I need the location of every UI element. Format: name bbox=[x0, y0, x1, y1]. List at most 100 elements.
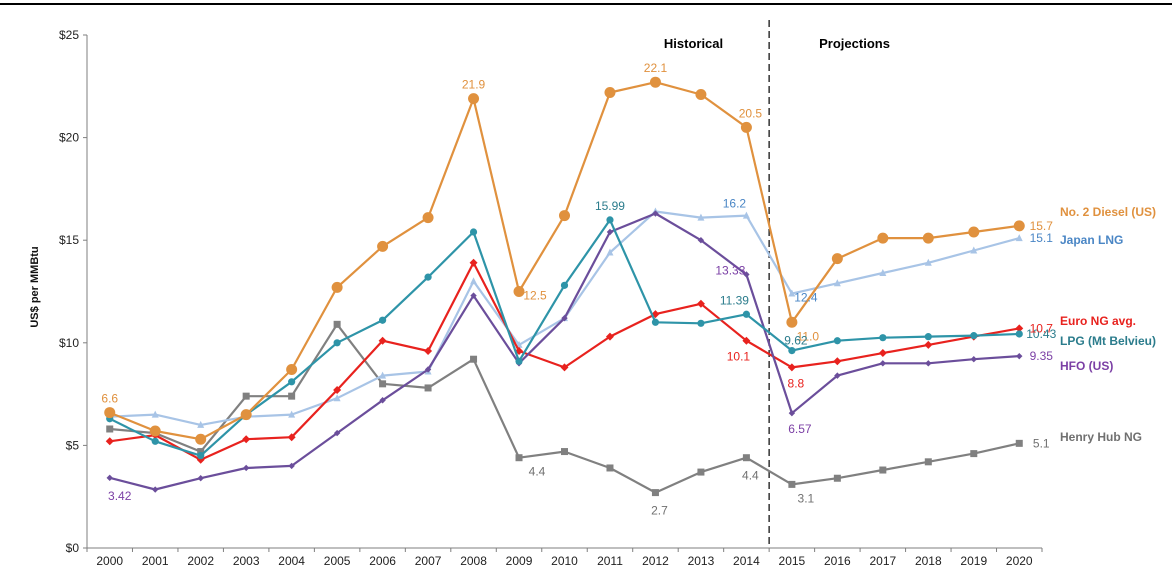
series-henry-hub-ng bbox=[106, 320, 1023, 497]
data-point bbox=[331, 281, 343, 293]
data-point bbox=[743, 271, 750, 278]
data-point bbox=[742, 336, 751, 345]
data-point bbox=[561, 448, 568, 456]
x-tick-label: 2011 bbox=[597, 554, 623, 568]
data-point bbox=[879, 360, 887, 367]
data-point bbox=[606, 248, 614, 256]
data-point bbox=[1015, 234, 1023, 242]
data-point bbox=[151, 437, 159, 445]
data-point bbox=[288, 410, 296, 418]
x-tick-label: 2002 bbox=[187, 554, 214, 568]
data-point bbox=[697, 237, 705, 244]
data-label: 2.7 bbox=[651, 504, 668, 518]
x-tick-label: 2020 bbox=[1006, 554, 1033, 568]
y-tick-label: $15 bbox=[59, 233, 79, 247]
data-point bbox=[424, 366, 432, 373]
data-point bbox=[922, 232, 934, 244]
data-point bbox=[924, 258, 932, 266]
series-euro-ng-avg bbox=[105, 258, 1024, 464]
x-tick-label: 2017 bbox=[869, 554, 896, 568]
data-point bbox=[197, 452, 205, 460]
x-tick-label: 2013 bbox=[688, 554, 715, 568]
x-tick-label: 2010 bbox=[551, 554, 578, 568]
data-point bbox=[286, 363, 298, 375]
data-point bbox=[513, 286, 525, 297]
data-label: 12.4 bbox=[794, 291, 818, 305]
series-no-2-diesel-us bbox=[104, 76, 1025, 445]
data-point bbox=[695, 89, 707, 101]
data-point bbox=[242, 464, 250, 472]
x-tick-label: 2005 bbox=[324, 554, 351, 568]
data-point bbox=[379, 397, 386, 404]
y-tick-label: $25 bbox=[59, 28, 79, 42]
data-point bbox=[333, 339, 341, 347]
data-point bbox=[242, 392, 250, 400]
data-point bbox=[1016, 352, 1023, 360]
data-point bbox=[377, 240, 389, 252]
data-point bbox=[470, 277, 478, 285]
data-point bbox=[379, 371, 387, 379]
data-point bbox=[879, 466, 887, 474]
data-point bbox=[468, 93, 480, 105]
data-label: 9.62 bbox=[784, 334, 808, 348]
data-point bbox=[195, 433, 207, 445]
x-tick-label: 2012 bbox=[642, 554, 669, 568]
data-point bbox=[469, 228, 478, 236]
x-tick-label: 2004 bbox=[278, 554, 305, 568]
top-rule bbox=[0, 3, 1172, 5]
data-point bbox=[833, 357, 842, 366]
data-point bbox=[651, 489, 659, 497]
data-point bbox=[470, 292, 477, 299]
data-label: 15.1 bbox=[1030, 231, 1054, 245]
data-point bbox=[106, 474, 113, 482]
series-hfo-us bbox=[106, 210, 1023, 493]
data-point bbox=[606, 228, 614, 236]
x-tick-label: 2016 bbox=[824, 554, 851, 568]
data-point bbox=[742, 211, 750, 219]
data-point bbox=[469, 258, 478, 267]
data-point bbox=[515, 454, 523, 462]
data-point bbox=[559, 210, 570, 222]
data-point bbox=[788, 409, 796, 417]
data-point bbox=[470, 355, 478, 363]
data-point bbox=[879, 334, 887, 342]
series-label: Euro NG avg. bbox=[1060, 314, 1136, 328]
data-point bbox=[560, 281, 569, 289]
x-tick-label: 2001 bbox=[142, 554, 169, 568]
data-label: 11.0 bbox=[797, 329, 820, 343]
y-tick-label: $5 bbox=[66, 438, 80, 452]
data-point bbox=[561, 314, 568, 322]
data-point bbox=[697, 468, 705, 476]
data-point bbox=[242, 435, 251, 444]
data-point bbox=[197, 448, 205, 456]
data-point bbox=[288, 392, 296, 400]
data-label: 6.57 bbox=[788, 422, 812, 436]
data-point bbox=[696, 299, 705, 308]
data-point bbox=[333, 320, 341, 328]
data-label: 12.5 bbox=[523, 289, 547, 303]
data-point bbox=[924, 458, 932, 466]
data-point bbox=[968, 226, 980, 238]
series-label: Japan LNG bbox=[1060, 233, 1123, 247]
x-tick-label: 2014 bbox=[733, 554, 760, 568]
data-point bbox=[742, 310, 751, 318]
x-tick-label: 2007 bbox=[415, 554, 442, 568]
data-point bbox=[240, 409, 252, 421]
data-point bbox=[378, 316, 387, 324]
data-point bbox=[424, 384, 432, 392]
data-point bbox=[652, 210, 659, 217]
data-point bbox=[787, 363, 796, 372]
data-label: 9.35 bbox=[1030, 349, 1054, 363]
data-point bbox=[697, 319, 705, 327]
data-label: 4.4 bbox=[529, 465, 546, 479]
data-point bbox=[924, 340, 933, 349]
series-label: Henry Hub NG bbox=[1060, 430, 1142, 444]
data-point bbox=[424, 273, 432, 281]
data-point bbox=[604, 86, 616, 98]
data-label: 3.1 bbox=[798, 491, 815, 505]
x-tick-label: 2018 bbox=[915, 554, 942, 568]
data-point bbox=[1015, 439, 1023, 447]
data-label: 20.5 bbox=[739, 106, 763, 120]
data-label: 10.1 bbox=[727, 350, 751, 364]
data-point bbox=[833, 474, 841, 482]
